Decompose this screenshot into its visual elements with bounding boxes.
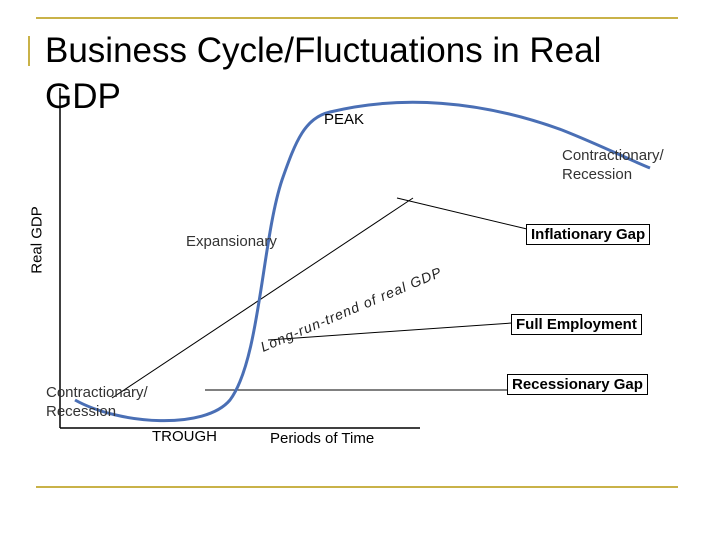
- full-employment-pointer: [267, 322, 513, 341]
- inflationary-gap-pointer: [396, 197, 528, 230]
- long-run-trend-line: [111, 197, 414, 399]
- top-accent-rule: [36, 17, 678, 19]
- bottom-accent-rule: [36, 486, 678, 488]
- peak-label: PEAK: [324, 111, 365, 128]
- contraction-bottom-label: Contractionary/ Recession: [46, 384, 148, 420]
- y-axis-label: Real GDP: [28, 206, 46, 274]
- full-employment-box: Full Employment: [511, 314, 642, 335]
- recessionary-gap-box: Recessionary Gap: [507, 374, 648, 395]
- trough-label: TROUGH: [152, 428, 217, 445]
- left-accent-rule: [28, 36, 30, 66]
- business-cycle-curve: [74, 100, 651, 423]
- x-axis-label: Periods of Time: [270, 430, 375, 447]
- inflationary-gap-box: Inflationary Gap: [526, 224, 651, 245]
- contraction-top-label: Contractionary/ Recession: [562, 147, 664, 183]
- slide-title: Business Cycle/Fluctuations in Real GDP: [45, 31, 602, 116]
- expansionary-label: Expansionary: [186, 233, 277, 250]
